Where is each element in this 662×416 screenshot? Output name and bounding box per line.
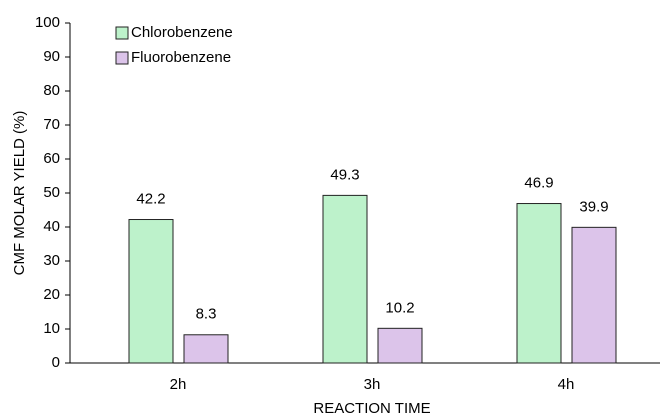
y-tick-label: 100 — [35, 14, 60, 31]
value-label: 8.3 — [196, 306, 217, 323]
y-tick-label: 0 — [52, 354, 60, 371]
y-tick-label: 10 — [43, 320, 60, 337]
y-axis-label: CMF MOLAR YIELD (%) — [11, 111, 28, 276]
bar — [128, 219, 174, 364]
y-tick-label: 60 — [43, 150, 60, 167]
legend-label: Fluorobenzene — [131, 49, 231, 66]
y-tick-label: 70 — [43, 116, 60, 133]
x-tick-label: 3h — [364, 376, 381, 393]
x-tick-label: 4h — [558, 376, 575, 393]
x-tick-label: 2h — [170, 376, 187, 393]
bar — [322, 194, 368, 364]
bar — [571, 226, 617, 364]
y-tick-label: 90 — [43, 48, 60, 65]
bar — [377, 327, 423, 364]
y-tick-label: 20 — [43, 286, 60, 303]
y-tick-label: 30 — [43, 252, 60, 269]
value-label: 10.2 — [385, 299, 414, 316]
y-tick-label: 50 — [43, 184, 60, 201]
bar — [516, 203, 562, 364]
y-tick-label: 80 — [43, 82, 60, 99]
legend-swatch — [115, 51, 129, 65]
value-label: 46.9 — [524, 175, 553, 192]
legend-label: Chlorobenzene — [131, 24, 233, 41]
legend-swatch — [115, 26, 129, 40]
x-axis-label: REACTION TIME — [313, 400, 430, 416]
y-tick-label: 40 — [43, 218, 60, 235]
value-label: 42.2 — [136, 190, 165, 207]
value-label: 39.9 — [579, 198, 608, 215]
bar — [183, 334, 229, 364]
value-label: 49.3 — [330, 166, 359, 183]
